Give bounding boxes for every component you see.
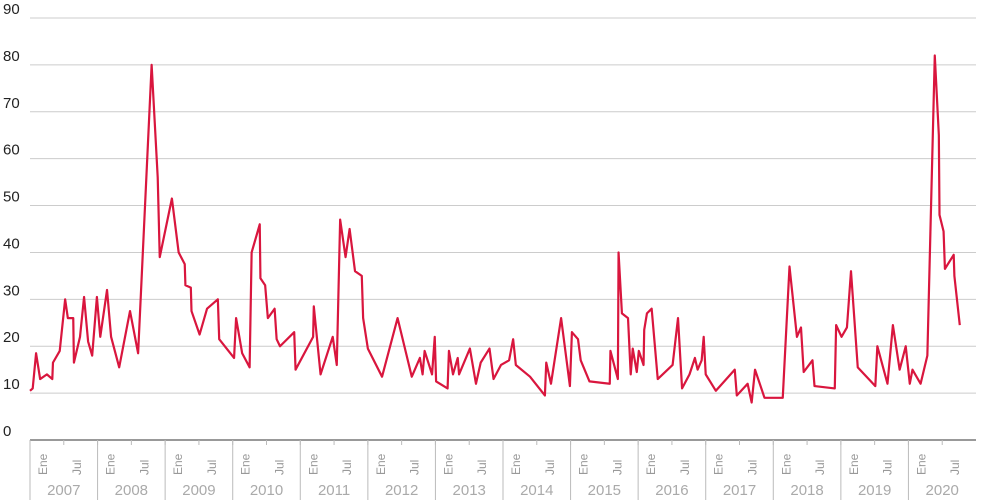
month-label: Ene: [171, 453, 185, 475]
month-label: Jul: [273, 460, 287, 475]
month-label: Ene: [712, 453, 726, 475]
month-label: Ene: [441, 453, 455, 475]
month-label: Jul: [813, 460, 827, 475]
month-label: Jul: [205, 460, 219, 475]
year-label: 2019: [858, 482, 891, 499]
y-tick-label: 60: [3, 142, 20, 159]
y-tick-label: 70: [3, 95, 20, 112]
year-label: 2018: [790, 482, 823, 499]
month-label: Ene: [306, 453, 320, 475]
month-label: Jul: [70, 460, 84, 475]
y-tick-label: 10: [3, 376, 20, 393]
year-label: 2010: [250, 482, 283, 499]
month-label: Jul: [408, 460, 422, 475]
month-label: Ene: [847, 453, 861, 475]
year-label: 2011: [318, 482, 350, 499]
month-label: Ene: [374, 453, 388, 475]
month-label: Jul: [475, 460, 489, 475]
y-tick-label: 90: [3, 1, 20, 18]
month-label: Jul: [340, 460, 354, 475]
y-tick-label: 80: [3, 48, 20, 65]
month-label: Ene: [779, 453, 793, 475]
month-label: Jul: [678, 460, 692, 475]
month-label: Jul: [948, 460, 962, 475]
year-label: 2007: [47, 482, 80, 499]
year-label: 2016: [655, 482, 688, 499]
year-label: 2017: [723, 482, 756, 499]
month-label: Ene: [644, 453, 658, 475]
series-line: [29, 54, 961, 404]
month-label: Ene: [36, 453, 50, 475]
year-label: 2008: [115, 482, 148, 499]
y-tick-label: 0: [3, 423, 11, 440]
y-tick-label: 40: [3, 235, 20, 252]
year-label: 2015: [588, 482, 621, 499]
year-label: 2020: [926, 482, 959, 499]
y-tick-label: 30: [3, 282, 20, 299]
y-tick-label: 50: [3, 189, 20, 206]
y-tick-label: 20: [3, 329, 20, 346]
year-label: 2014: [520, 482, 553, 499]
month-label: Jul: [610, 460, 624, 475]
year-label: 2009: [182, 482, 215, 499]
month-label: Ene: [509, 453, 523, 475]
year-label: 2013: [453, 482, 486, 499]
month-label: Jul: [746, 460, 760, 475]
month-label: Jul: [137, 460, 151, 475]
year-label: 2012: [385, 482, 418, 499]
month-label: Ene: [104, 453, 118, 475]
month-label: Ene: [239, 453, 253, 475]
month-label: Ene: [914, 453, 928, 475]
month-label: Jul: [543, 460, 557, 475]
month-label: Ene: [577, 453, 591, 475]
month-label: Jul: [881, 460, 895, 475]
